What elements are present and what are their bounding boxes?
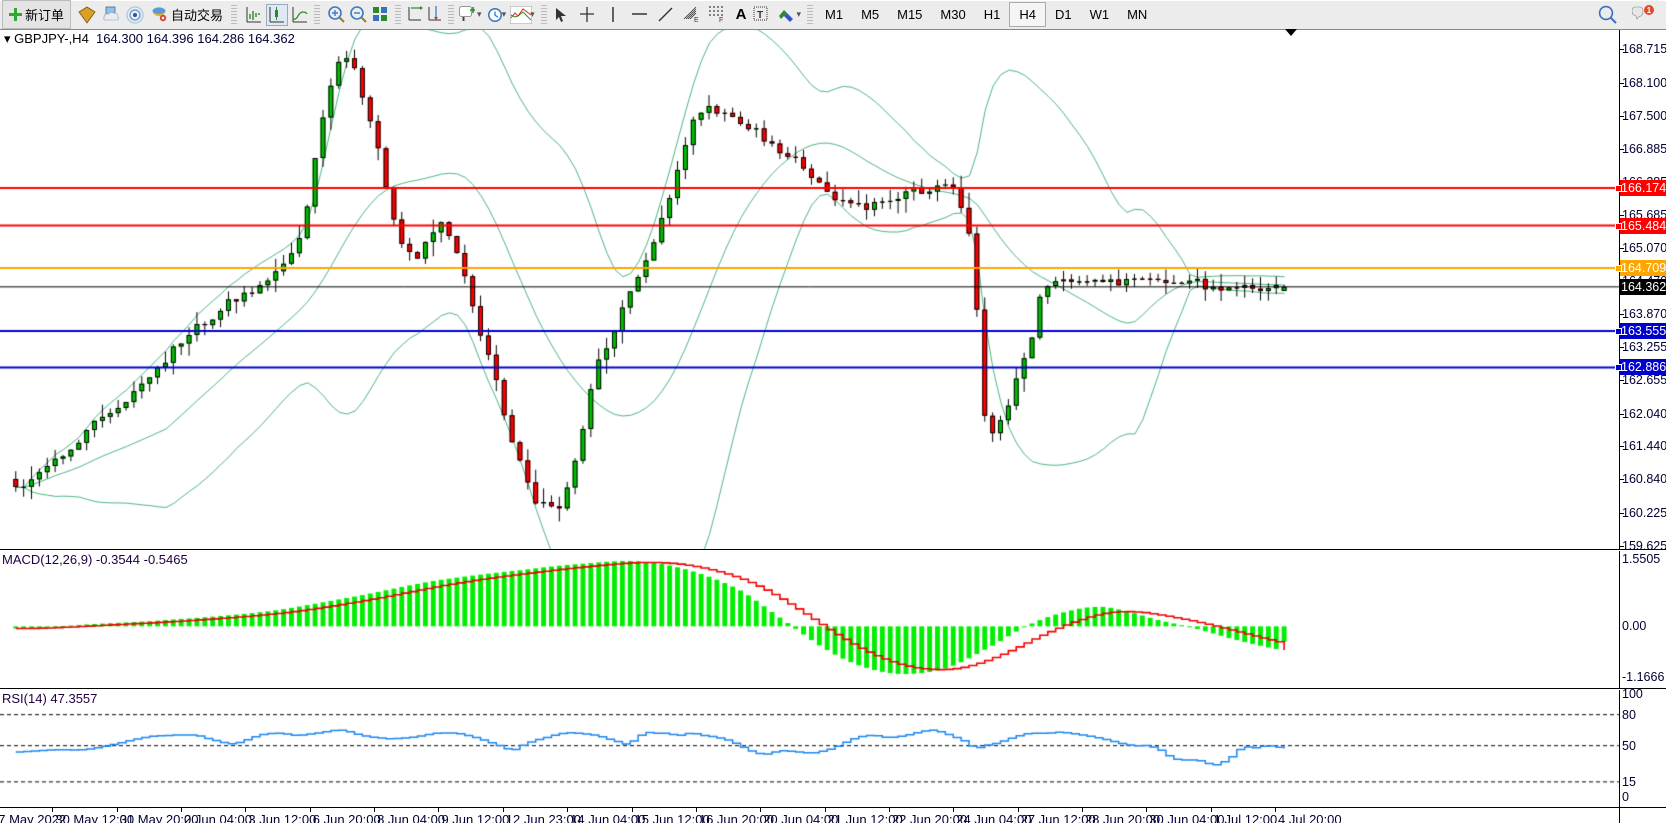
svg-text:T: T <box>757 10 763 21</box>
svg-text:E: E <box>694 17 699 24</box>
svg-text:F: F <box>719 17 723 24</box>
svg-text:1: 1 <box>1647 6 1652 15</box>
